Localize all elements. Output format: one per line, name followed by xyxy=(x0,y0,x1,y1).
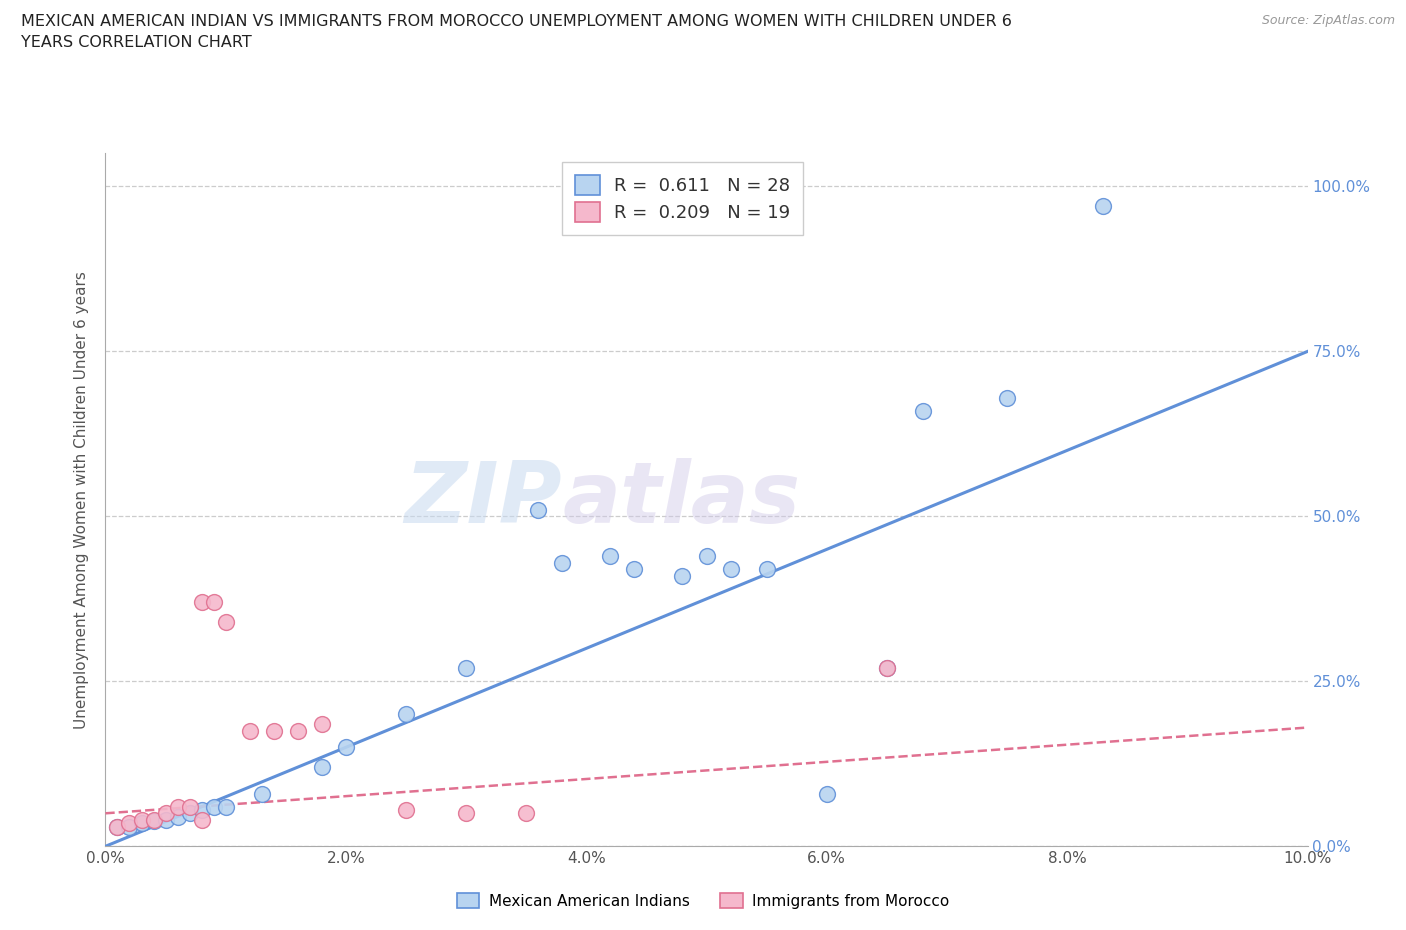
Text: Source: ZipAtlas.com: Source: ZipAtlas.com xyxy=(1261,14,1395,27)
Point xyxy=(179,806,201,821)
Point xyxy=(671,568,693,583)
Point xyxy=(166,809,188,824)
Point xyxy=(190,813,212,828)
Point xyxy=(107,819,129,834)
Point xyxy=(815,786,838,801)
Point xyxy=(876,660,898,675)
Point xyxy=(454,660,477,675)
Point xyxy=(250,786,273,801)
Point xyxy=(263,724,285,738)
Point xyxy=(142,814,165,829)
Y-axis label: Unemployment Among Women with Children Under 6 years: Unemployment Among Women with Children U… xyxy=(75,271,90,729)
Legend: Mexican American Indians, Immigrants from Morocco: Mexican American Indians, Immigrants fro… xyxy=(450,886,956,915)
Point xyxy=(395,803,418,817)
Point xyxy=(142,813,165,828)
Text: MEXICAN AMERICAN INDIAN VS IMMIGRANTS FROM MOROCCO UNEMPLOYMENT AMONG WOMEN WITH: MEXICAN AMERICAN INDIAN VS IMMIGRANTS FR… xyxy=(21,14,1012,29)
Point xyxy=(696,549,718,564)
Point xyxy=(551,555,574,570)
Point xyxy=(287,724,309,738)
Legend: R =  0.611   N = 28, R =  0.209   N = 19: R = 0.611 N = 28, R = 0.209 N = 19 xyxy=(562,163,803,234)
Point xyxy=(166,799,188,814)
Point xyxy=(118,819,141,834)
Point xyxy=(131,816,153,830)
Point xyxy=(155,806,177,821)
Text: atlas: atlas xyxy=(562,458,800,541)
Point xyxy=(1092,199,1115,214)
Text: YEARS CORRELATION CHART: YEARS CORRELATION CHART xyxy=(21,35,252,50)
Point xyxy=(118,816,141,830)
Point xyxy=(599,549,621,564)
Point xyxy=(876,660,898,675)
Point xyxy=(214,615,236,630)
Point xyxy=(311,717,333,732)
Point xyxy=(995,391,1018,405)
Point xyxy=(311,760,333,775)
Point xyxy=(179,799,201,814)
Point xyxy=(202,594,225,609)
Point xyxy=(131,813,153,828)
Point xyxy=(720,562,742,577)
Point xyxy=(515,806,537,821)
Point xyxy=(190,803,212,817)
Point xyxy=(155,813,177,828)
Point xyxy=(239,724,262,738)
Text: ZIP: ZIP xyxy=(405,458,562,541)
Point xyxy=(190,594,212,609)
Point xyxy=(335,740,357,755)
Point xyxy=(107,819,129,834)
Point xyxy=(755,562,778,577)
Point xyxy=(454,806,477,821)
Point xyxy=(527,502,550,517)
Point xyxy=(202,799,225,814)
Point xyxy=(214,799,236,814)
Point xyxy=(395,707,418,722)
Point xyxy=(911,404,934,418)
Point xyxy=(623,562,645,577)
